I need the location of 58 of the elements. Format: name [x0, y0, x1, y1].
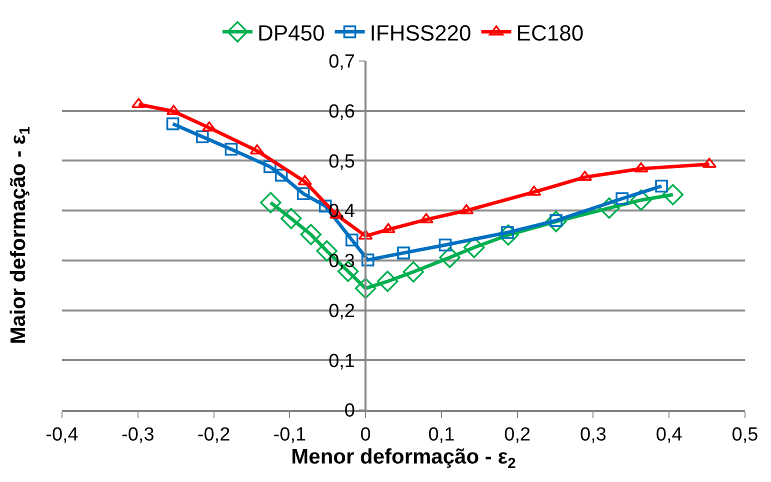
point [300, 224, 322, 246]
point [616, 192, 628, 206]
point [196, 130, 209, 144]
point [459, 204, 474, 214]
point [545, 210, 567, 232]
point [131, 98, 146, 108]
point [463, 236, 485, 258]
y-tick-label: 0,1 [328, 350, 356, 372]
y-tick-label: 0,7 [328, 52, 356, 73]
point [264, 160, 276, 174]
point [634, 162, 648, 172]
point [402, 261, 424, 283]
point [376, 270, 398, 292]
point [260, 192, 282, 214]
point [358, 230, 373, 240]
point [298, 175, 312, 186]
y-tick-label: 0,6 [328, 102, 356, 123]
point [166, 117, 180, 130]
point [702, 158, 717, 168]
legend-label: EC180 [516, 20, 584, 46]
y-tick-label: 0,5 [328, 151, 356, 172]
legend-label: DP450 [258, 20, 325, 46]
x-tick-label: -0,1 [273, 424, 306, 446]
point [280, 208, 302, 230]
x-tick-label: -0,4 [46, 424, 79, 446]
x-tick-label: -0,3 [122, 424, 154, 446]
point [166, 104, 181, 116]
x-axis-title: Menor deformação - ε$_{2}$ [291, 446, 516, 472]
point [361, 254, 374, 266]
point [202, 121, 216, 132]
point [346, 234, 358, 246]
x-tick-label: 0,5 [732, 424, 758, 446]
point [578, 170, 592, 181]
point [381, 223, 396, 234]
point [419, 213, 434, 224]
y-tick-label: 0 [344, 400, 356, 422]
x-tick-label: 0,2 [504, 424, 531, 446]
point [224, 142, 238, 156]
point [498, 224, 519, 246]
y-tick-label: 0,2 [328, 300, 356, 322]
point [655, 180, 668, 193]
point [296, 187, 310, 200]
point [354, 278, 376, 299]
x-tick-label: 0,4 [656, 424, 683, 446]
point [438, 238, 452, 252]
point [439, 246, 460, 268]
point [397, 246, 410, 260]
point [526, 186, 542, 196]
x-tick-label: 0,3 [580, 424, 606, 446]
point [274, 168, 288, 182]
x-tick-label: 0,1 [428, 424, 455, 446]
point [662, 184, 684, 206]
x-tick-label: -0,2 [197, 424, 230, 446]
point [250, 144, 264, 154]
point [630, 189, 652, 211]
legend-label: IFHSS220 [370, 20, 472, 46]
point [598, 197, 620, 219]
x-tick-label: 0 [360, 424, 371, 446]
